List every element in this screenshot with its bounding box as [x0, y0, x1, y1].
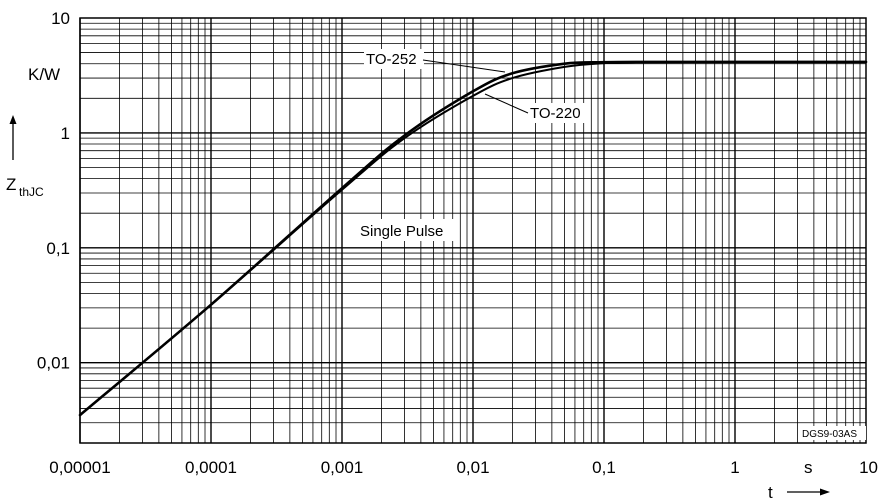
series-line-to220 [79, 60, 867, 417]
x-tick-labels: 0,00001 0,0001 0,001 0,01 0,1 1 10 [49, 458, 878, 477]
plot-frame [79, 17, 867, 444]
series-label-to252: TO-252 [366, 51, 417, 68]
x-tick-label: 0,00001 [49, 458, 110, 477]
y-tick-label: 10 [51, 9, 70, 28]
x-tick-label: 0,1 [592, 458, 616, 477]
y-axis-label: Z [6, 175, 16, 194]
x-unit-label: s [804, 458, 813, 477]
series-label-to220-bg [527, 103, 587, 123]
single-pulse-label: Single Pulse [360, 223, 443, 240]
x-tick-label: 1 [730, 458, 739, 477]
curves [78, 60, 868, 417]
y-tick-labels: 0,01 0,1 1 10 [37, 9, 70, 373]
series-leader-to252 [422, 59, 506, 73]
series-label-to220: TO-220 [530, 105, 581, 122]
single-pulse-bg [355, 219, 455, 241]
y-axis-arrow-head [9, 115, 17, 124]
y-tick-label: 1 [61, 124, 70, 143]
x-axis-label: t [768, 483, 773, 502]
grid [79, 18, 866, 444]
x-tick-label: 0,0001 [185, 458, 237, 477]
y-unit-label: K/W [28, 65, 60, 84]
y-tick-label: 0,01 [37, 354, 70, 373]
x-axis-arrow-head [820, 488, 830, 496]
y-tick-label: 0,1 [46, 239, 70, 258]
series-label-to252-bg [364, 49, 424, 69]
diagram-code: DGS9-03AS [802, 429, 857, 440]
x-tick-label: 0,001 [321, 458, 364, 477]
x-tick-label: 10 [859, 458, 878, 477]
code-bg [800, 426, 866, 440]
y-axis-label-subscript: thJC [19, 185, 44, 199]
series-leader-to220 [484, 93, 529, 114]
x-tick-label: 0,01 [456, 458, 489, 477]
